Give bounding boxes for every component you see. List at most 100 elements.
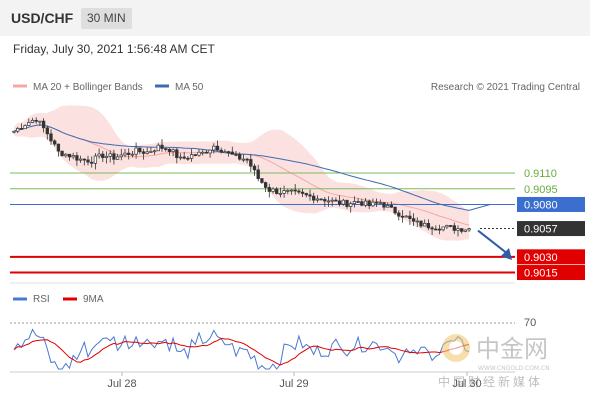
candle-body [156,144,160,152]
candle [230,146,234,155]
rsi-ma-line [13,337,470,366]
candle [49,129,53,145]
candle-body [145,151,149,154]
timeframe-button[interactable]: 30 MIN [81,8,132,29]
candle-body [204,151,209,154]
candle [104,151,109,164]
candle-body [397,212,401,217]
candle-body [345,199,349,207]
candle-body [326,200,331,203]
candle-body [360,201,364,206]
chart-datetime: Friday, July 30, 2021 1:56:48 AM CET [13,42,215,56]
bollinger-bands [13,105,470,241]
candle [319,198,323,201]
candle-body [430,227,434,230]
candle [300,188,305,198]
candle [234,150,238,157]
candle [164,148,168,152]
candle [441,226,445,232]
candle [75,152,79,166]
candle [326,196,331,207]
candle-body [271,188,275,192]
candle-body [256,169,260,179]
candle-body [308,194,312,197]
candle [53,139,57,147]
symbol-label: USD/CHF [11,10,74,26]
candle-body [56,143,61,152]
candle-body [90,161,94,164]
candle-body [53,140,57,145]
level-label-support: 0.9015 [524,268,558,280]
candle-body [393,206,397,214]
candle-body [149,151,153,153]
candle-body [45,127,49,135]
level-label-pivot: 0.9080 [524,199,558,211]
candle-body [104,155,109,158]
candle [90,156,94,168]
candle-body [82,158,86,161]
candle [467,227,471,233]
candle-body [23,125,27,130]
candle [397,210,401,221]
candle-body [463,229,468,232]
candle [334,197,338,202]
candle [38,120,42,127]
rsi-70-label: 70 [524,317,536,329]
candle-body [349,203,353,207]
candle-body [152,150,157,153]
candle-body [226,151,231,153]
candle-body [30,119,35,123]
candle [308,189,312,201]
candle-body [367,200,371,207]
candle [208,149,212,158]
rsi-ma-legend-label: 9MA [83,294,104,305]
candle-body [171,149,175,152]
candle [82,158,86,166]
candle-body [404,215,408,218]
candle [289,189,294,195]
candle [171,148,175,157]
candle [60,150,64,157]
candle-body [193,154,197,156]
candle [452,222,456,234]
candle [419,220,423,229]
candle [64,153,68,158]
candle [93,153,98,170]
candle [108,150,112,163]
candle [286,188,290,195]
bollinger-legend-label: MA 20 + Bollinger Bands [33,82,143,93]
watermark-url: WWW.CNGOLD.COM.CN [478,365,550,372]
candle [149,147,153,153]
x-axis-labels: Jul 28 Jul 29 Jul 30 [107,372,482,390]
candle-body [38,120,42,123]
candle-body [27,122,31,126]
candle-body [382,202,386,208]
candle-body [186,157,190,160]
candle [341,198,345,206]
candle [374,198,379,208]
candle [282,185,286,198]
candle [271,187,275,194]
candle [404,215,408,218]
candle [345,199,349,209]
candle [293,183,297,195]
candle-body [108,153,112,157]
candle-body [467,228,471,231]
candle-body [363,200,368,206]
candle [141,148,146,160]
candle-body [212,145,216,151]
top-bar: USD/CHF 30 MIN [0,0,590,36]
candle-body [419,220,423,227]
candle-body [119,154,123,158]
candle-body [334,199,338,202]
candle-body [319,198,323,201]
candle-body [230,151,234,155]
candle [219,147,223,154]
candle-body [415,220,419,223]
candle-body [101,153,105,158]
candle [304,192,308,198]
price-levels: 0.9110 0.9095 0.9080 0.9057 0.9030 0.9015 [10,168,585,281]
candle [156,143,160,152]
candle [456,225,460,237]
ma20-line [13,124,470,226]
